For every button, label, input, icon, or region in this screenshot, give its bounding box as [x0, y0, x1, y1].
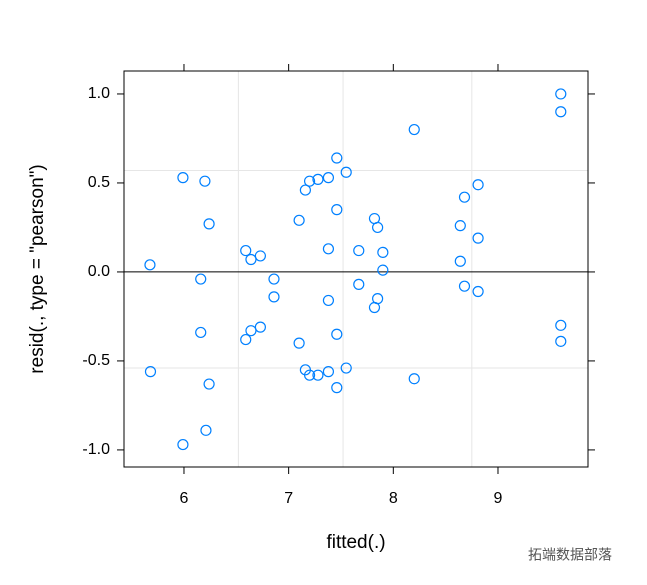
point — [200, 424, 212, 436]
x-tick-label: 9 — [494, 490, 503, 507]
point — [472, 285, 484, 298]
point — [377, 246, 389, 258]
point — [331, 204, 343, 216]
point — [177, 438, 189, 451]
point — [555, 335, 567, 347]
y-axis-label: resid(., type = "pearson") — [27, 164, 48, 373]
point — [331, 328, 343, 340]
point — [472, 179, 484, 191]
y-tick-label: 0.5 — [88, 174, 110, 191]
point — [240, 333, 252, 346]
watermark: 拓端数据部落 — [528, 547, 612, 563]
point — [312, 173, 324, 185]
point — [472, 232, 484, 244]
x-axis-label: fitted(.) — [326, 532, 385, 553]
point — [331, 382, 343, 394]
point — [458, 280, 471, 292]
point — [303, 369, 316, 381]
point — [322, 172, 335, 184]
point — [555, 106, 567, 118]
y-tick-label: -0.5 — [82, 352, 110, 369]
point — [322, 243, 335, 255]
point — [254, 321, 266, 333]
point — [458, 191, 471, 203]
point — [322, 294, 335, 307]
y-tick-label: -1.0 — [82, 441, 110, 458]
point — [340, 166, 352, 178]
point — [144, 259, 156, 271]
x-tick-label: 7 — [284, 490, 293, 507]
point — [408, 123, 420, 136]
point — [268, 273, 280, 285]
point — [144, 366, 157, 378]
point — [353, 278, 365, 290]
y-tick-label: 0.0 — [88, 263, 110, 280]
point — [203, 218, 215, 230]
y-tick-label: 1.0 — [88, 85, 110, 102]
point — [203, 378, 215, 390]
point — [322, 366, 335, 378]
x-tick-label: 8 — [389, 490, 398, 507]
plot-frame — [123, 70, 589, 468]
point — [372, 293, 384, 305]
point — [177, 172, 189, 184]
point — [312, 369, 324, 381]
point — [195, 273, 207, 285]
point — [331, 152, 343, 164]
point — [340, 362, 352, 374]
point — [245, 253, 257, 266]
point — [299, 184, 311, 196]
point — [377, 264, 389, 276]
point — [555, 319, 567, 331]
point — [195, 326, 207, 339]
x-tick-label: 6 — [180, 490, 189, 507]
point — [245, 325, 257, 337]
point — [372, 221, 384, 234]
point — [454, 220, 466, 232]
point — [199, 175, 211, 187]
point — [555, 88, 567, 100]
point — [268, 291, 280, 303]
point — [303, 175, 316, 187]
point — [254, 250, 266, 262]
point — [240, 244, 252, 257]
point — [353, 244, 365, 257]
point — [408, 373, 420, 385]
point — [454, 255, 466, 267]
point — [293, 337, 305, 349]
point — [293, 214, 305, 226]
